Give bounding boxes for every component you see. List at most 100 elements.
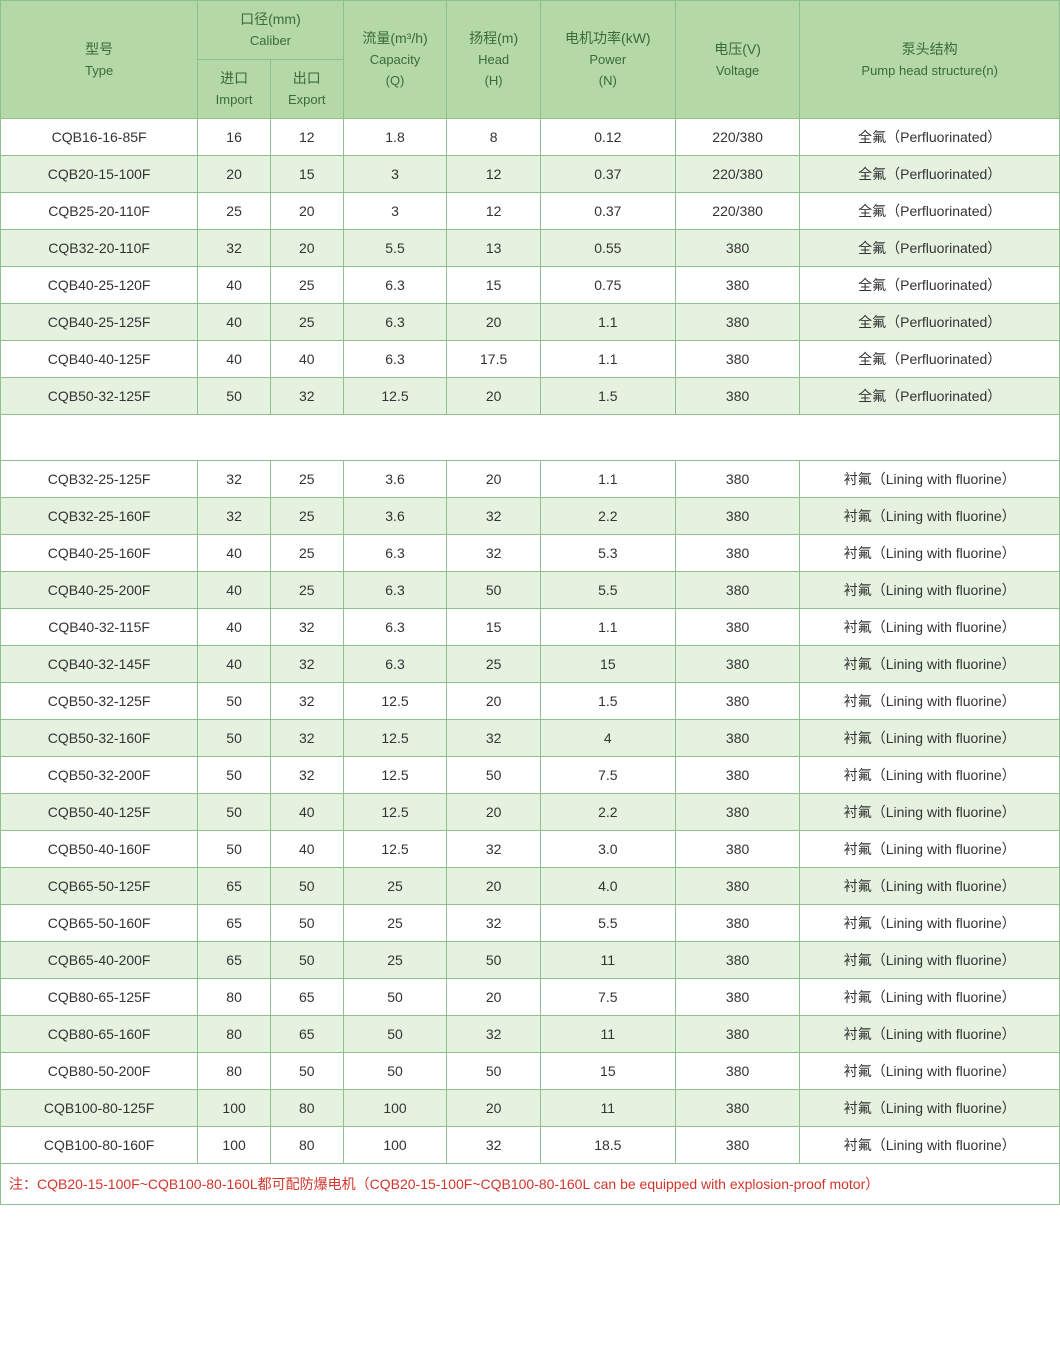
cell-voltage: 380	[675, 535, 800, 572]
cell-capacity: 3	[343, 193, 447, 230]
cell-export: 65	[270, 979, 343, 1016]
header-structure: 泵头结构 Pump head structure(n)	[800, 1, 1060, 119]
header-export: 出口 Export	[270, 60, 343, 119]
cell-export: 65	[270, 1016, 343, 1053]
cell-type: CQB50-32-125F	[1, 683, 198, 720]
cell-type: CQB32-25-160F	[1, 498, 198, 535]
cell-voltage: 380	[675, 1016, 800, 1053]
cell-type: CQB40-25-160F	[1, 535, 198, 572]
header-head-en: Head	[478, 52, 509, 67]
header-capacity-cn: 流量(m³/h)	[362, 30, 427, 46]
cell-voltage: 380	[675, 794, 800, 831]
cell-structure: 全氟（Perfluorinated）	[800, 156, 1060, 193]
cell-power: 1.5	[540, 683, 675, 720]
cell-capacity: 6.3	[343, 304, 447, 341]
cell-voltage: 380	[675, 378, 800, 415]
cell-power: 0.75	[540, 267, 675, 304]
cell-export: 32	[270, 646, 343, 683]
cell-type: CQB16-16-85F	[1, 119, 198, 156]
note-text: 注：CQB20-15-100F~CQB100-80-160L都可配防爆电机（CQ…	[1, 1164, 1060, 1205]
cell-head: 32	[447, 535, 540, 572]
cell-structure: 衬氟（Lining with fluorine）	[800, 942, 1060, 979]
cell-power: 1.1	[540, 304, 675, 341]
cell-structure: 全氟（Perfluorinated）	[800, 341, 1060, 378]
cell-head: 20	[447, 378, 540, 415]
cell-voltage: 380	[675, 1090, 800, 1127]
cell-head: 32	[447, 831, 540, 868]
cell-head: 13	[447, 230, 540, 267]
header-import-en: Import	[216, 92, 253, 107]
cell-voltage: 380	[675, 341, 800, 378]
cell-head: 20	[447, 461, 540, 498]
cell-head: 50	[447, 942, 540, 979]
cell-capacity: 50	[343, 1016, 447, 1053]
cell-structure: 衬氟（Lining with fluorine）	[800, 1090, 1060, 1127]
cell-head: 20	[447, 794, 540, 831]
cell-capacity: 100	[343, 1090, 447, 1127]
cell-head: 12	[447, 193, 540, 230]
cell-type: CQB20-15-100F	[1, 156, 198, 193]
cell-type: CQB50-32-160F	[1, 720, 198, 757]
header-caliber-en: Caliber	[250, 33, 291, 48]
cell-type: CQB80-65-125F	[1, 979, 198, 1016]
cell-head: 15	[447, 609, 540, 646]
cell-capacity: 12.5	[343, 794, 447, 831]
header-structure-cn: 泵头结构	[902, 41, 958, 57]
cell-voltage: 380	[675, 646, 800, 683]
cell-power: 1.1	[540, 609, 675, 646]
cell-capacity: 3.6	[343, 461, 447, 498]
cell-structure: 衬氟（Lining with fluorine）	[800, 1127, 1060, 1164]
cell-structure: 衬氟（Lining with fluorine）	[800, 572, 1060, 609]
cell-power: 0.37	[540, 193, 675, 230]
cell-voltage: 380	[675, 979, 800, 1016]
header-power-en: Power	[589, 52, 626, 67]
table-row: CQB50-40-160F504012.5323.0380衬氟（Lining w…	[1, 831, 1060, 868]
cell-power: 1.1	[540, 341, 675, 378]
cell-voltage: 380	[675, 683, 800, 720]
cell-structure: 衬氟（Lining with fluorine）	[800, 1053, 1060, 1090]
cell-capacity: 12.5	[343, 378, 447, 415]
table-row: CQB100-80-125F100801002011380衬氟（Lining w…	[1, 1090, 1060, 1127]
cell-power: 18.5	[540, 1127, 675, 1164]
table-row: CQB32-25-160F32253.6322.2380衬氟（Lining wi…	[1, 498, 1060, 535]
header-voltage: 电压(V) Voltage	[675, 1, 800, 119]
cell-power: 4	[540, 720, 675, 757]
header-export-en: Export	[288, 92, 326, 107]
cell-capacity: 12.5	[343, 683, 447, 720]
cell-structure: 衬氟（Lining with fluorine）	[800, 979, 1060, 1016]
cell-voltage: 380	[675, 905, 800, 942]
table-row: CQB25-20-110F25203120.37220/380全氟（Perflu…	[1, 193, 1060, 230]
cell-power: 5.5	[540, 905, 675, 942]
cell-export: 32	[270, 757, 343, 794]
cell-head: 15	[447, 267, 540, 304]
table-row: CQB40-25-200F40256.3505.5380衬氟（Lining wi…	[1, 572, 1060, 609]
table-row: CQB50-32-200F503212.5507.5380衬氟（Lining w…	[1, 757, 1060, 794]
cell-voltage: 380	[675, 831, 800, 868]
cell-type: CQB50-32-200F	[1, 757, 198, 794]
cell-voltage: 380	[675, 230, 800, 267]
table-row: CQB40-32-145F40326.32515380衬氟（Lining wit…	[1, 646, 1060, 683]
cell-type: CQB100-80-125F	[1, 1090, 198, 1127]
cell-head: 50	[447, 572, 540, 609]
cell-export: 25	[270, 498, 343, 535]
cell-head: 20	[447, 683, 540, 720]
cell-export: 20	[270, 230, 343, 267]
header-head: 扬程(m) Head (H)	[447, 1, 540, 119]
cell-import: 40	[198, 341, 271, 378]
cell-voltage: 220/380	[675, 119, 800, 156]
cell-capacity: 5.5	[343, 230, 447, 267]
cell-power: 0.12	[540, 119, 675, 156]
cell-import: 50	[198, 831, 271, 868]
table-row: CQB100-80-160F100801003218.5380衬氟（Lining…	[1, 1127, 1060, 1164]
cell-capacity: 50	[343, 979, 447, 1016]
cell-type: CQB40-40-125F	[1, 341, 198, 378]
cell-structure: 衬氟（Lining with fluorine）	[800, 683, 1060, 720]
cell-voltage: 380	[675, 304, 800, 341]
cell-voltage: 220/380	[675, 156, 800, 193]
cell-type: CQB40-25-120F	[1, 267, 198, 304]
cell-structure: 衬氟（Lining with fluorine）	[800, 868, 1060, 905]
cell-head: 32	[447, 1127, 540, 1164]
cell-import: 40	[198, 646, 271, 683]
cell-import: 40	[198, 572, 271, 609]
header-caliber: 口径(mm) Caliber	[198, 1, 343, 60]
